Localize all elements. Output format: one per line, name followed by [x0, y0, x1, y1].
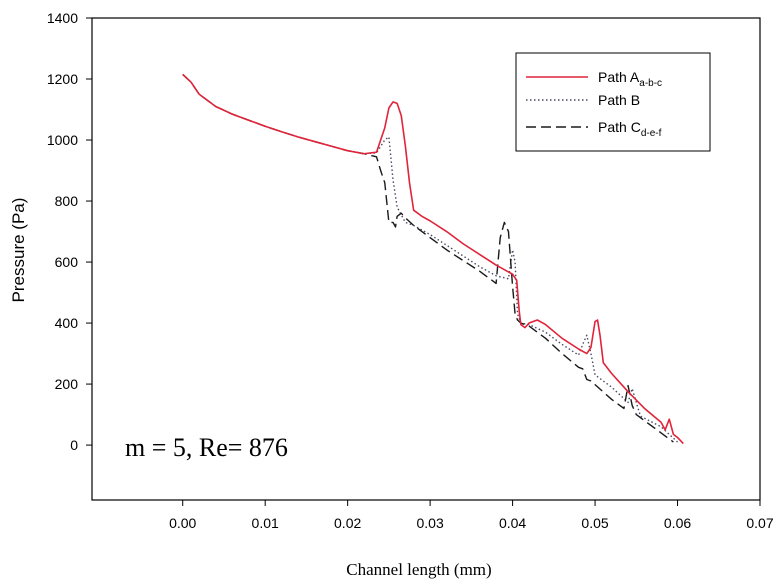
- y-tick-label: 200: [55, 376, 79, 392]
- legend-label-path-b: Path B: [598, 92, 640, 108]
- x-tick-label: 0.06: [664, 515, 691, 531]
- series-line-path-a: [182, 73, 684, 445]
- x-tick-label: 0.01: [252, 515, 279, 531]
- plot-frame: [91, 17, 761, 501]
- x-tick-label: 0.00: [169, 515, 196, 531]
- y-tick-label: 1000: [47, 132, 78, 148]
- x-tick-label: 0.07: [746, 515, 773, 531]
- x-tick-label: 0.04: [499, 515, 526, 531]
- y-tick-label: 400: [55, 315, 79, 331]
- y-tick-label: 600: [55, 254, 79, 270]
- x-tick-label: 0.02: [334, 515, 361, 531]
- y-axis-title: Pressure (Pa): [9, 198, 28, 303]
- y-tick-label: 1400: [47, 10, 78, 26]
- chart-annotation: m = 5, Re= 876: [125, 433, 288, 462]
- y-tick-label: 1200: [47, 71, 78, 87]
- legend-box: [515, 52, 711, 152]
- y-tick-label: 800: [55, 193, 79, 209]
- x-tick-label: 0.05: [581, 515, 608, 531]
- y-tick-label: 0: [70, 437, 78, 453]
- x-axis-title: Channel length (mm): [346, 560, 491, 579]
- x-tick-label: 0.03: [416, 515, 443, 531]
